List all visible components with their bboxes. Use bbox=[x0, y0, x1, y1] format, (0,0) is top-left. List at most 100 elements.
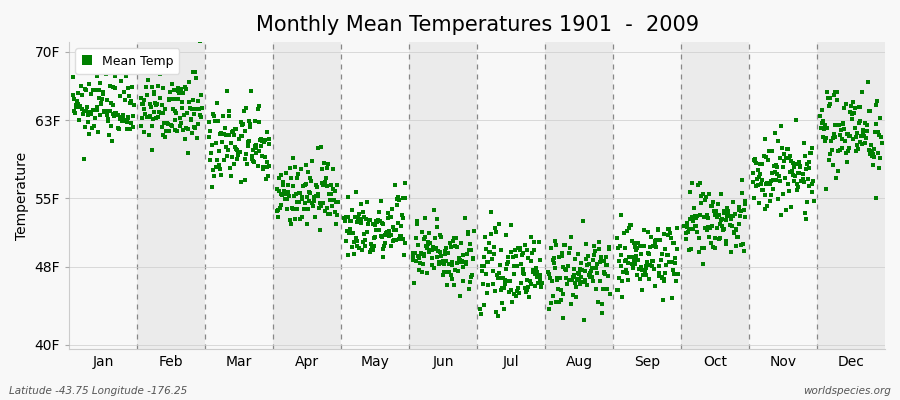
Bar bbox=[205, 42, 274, 350]
Point bbox=[859, 135, 873, 141]
Point bbox=[642, 276, 656, 282]
Point bbox=[585, 274, 599, 280]
Point bbox=[716, 223, 730, 229]
Point bbox=[278, 196, 293, 202]
Point bbox=[224, 140, 238, 146]
Point bbox=[846, 99, 860, 106]
Point bbox=[524, 281, 538, 288]
Point bbox=[149, 115, 164, 121]
Point bbox=[511, 245, 526, 251]
Point bbox=[93, 79, 107, 86]
Point bbox=[798, 210, 813, 216]
Point bbox=[429, 216, 444, 222]
Point bbox=[480, 290, 494, 297]
Point bbox=[432, 260, 446, 267]
Point bbox=[239, 160, 254, 167]
Point bbox=[713, 221, 727, 228]
Point bbox=[463, 279, 477, 286]
Point bbox=[346, 251, 361, 258]
Point bbox=[105, 84, 120, 91]
Point bbox=[630, 272, 644, 278]
Point bbox=[631, 240, 645, 246]
Point bbox=[340, 252, 355, 258]
Point bbox=[662, 226, 676, 232]
Point bbox=[871, 165, 886, 171]
Point bbox=[193, 38, 207, 45]
Point bbox=[786, 160, 800, 166]
Point bbox=[386, 227, 400, 234]
Point bbox=[751, 181, 765, 188]
Point bbox=[247, 159, 261, 166]
Point bbox=[274, 191, 288, 197]
Point bbox=[842, 144, 857, 151]
Point bbox=[559, 274, 573, 281]
Point bbox=[776, 164, 790, 170]
Point bbox=[657, 230, 671, 237]
Point bbox=[292, 171, 306, 178]
Point bbox=[619, 257, 634, 264]
Point bbox=[618, 245, 633, 252]
Point bbox=[409, 258, 423, 265]
Point bbox=[494, 286, 508, 293]
Point bbox=[387, 237, 401, 244]
Point bbox=[826, 130, 841, 137]
Point bbox=[613, 243, 627, 250]
Point bbox=[491, 274, 505, 281]
Point bbox=[259, 129, 274, 136]
Point bbox=[170, 88, 184, 94]
Point bbox=[185, 69, 200, 76]
Point bbox=[140, 76, 155, 83]
Point bbox=[532, 239, 546, 245]
Point bbox=[524, 258, 538, 264]
Point bbox=[791, 170, 806, 176]
Point bbox=[723, 222, 737, 228]
Point bbox=[701, 223, 716, 230]
Point bbox=[344, 218, 358, 224]
Point bbox=[408, 250, 422, 256]
Point bbox=[193, 112, 207, 118]
Point bbox=[77, 86, 92, 92]
Point bbox=[219, 144, 233, 150]
Point bbox=[241, 143, 256, 149]
Point bbox=[726, 230, 741, 236]
Point bbox=[612, 274, 626, 281]
Point bbox=[610, 287, 625, 293]
Point bbox=[616, 230, 631, 237]
Point bbox=[503, 278, 517, 284]
Point bbox=[579, 240, 593, 247]
Point bbox=[765, 148, 779, 154]
Point bbox=[380, 232, 394, 239]
Point bbox=[422, 249, 436, 255]
Point bbox=[411, 253, 426, 260]
Point bbox=[641, 250, 655, 256]
Point bbox=[127, 102, 141, 108]
Point bbox=[792, 159, 806, 165]
Point bbox=[729, 227, 743, 233]
Point bbox=[854, 132, 868, 139]
Point bbox=[245, 153, 259, 159]
Point bbox=[434, 253, 448, 259]
Point bbox=[66, 74, 80, 80]
Point bbox=[317, 160, 331, 167]
Point bbox=[292, 190, 307, 196]
Point bbox=[117, 89, 131, 95]
Point bbox=[516, 270, 530, 277]
Point bbox=[709, 208, 724, 214]
Point bbox=[473, 311, 488, 317]
Point bbox=[87, 123, 102, 129]
Point bbox=[452, 256, 466, 262]
Point bbox=[350, 219, 365, 225]
Point bbox=[535, 280, 549, 286]
Point bbox=[299, 181, 313, 187]
Point bbox=[836, 120, 850, 126]
Point bbox=[368, 227, 382, 233]
Point bbox=[166, 106, 180, 112]
Point bbox=[637, 243, 652, 249]
Point bbox=[138, 111, 152, 118]
Point bbox=[500, 261, 515, 267]
Point bbox=[786, 172, 800, 178]
Point bbox=[526, 246, 541, 253]
Point bbox=[564, 301, 579, 307]
Point bbox=[190, 135, 204, 141]
Point bbox=[324, 191, 338, 198]
